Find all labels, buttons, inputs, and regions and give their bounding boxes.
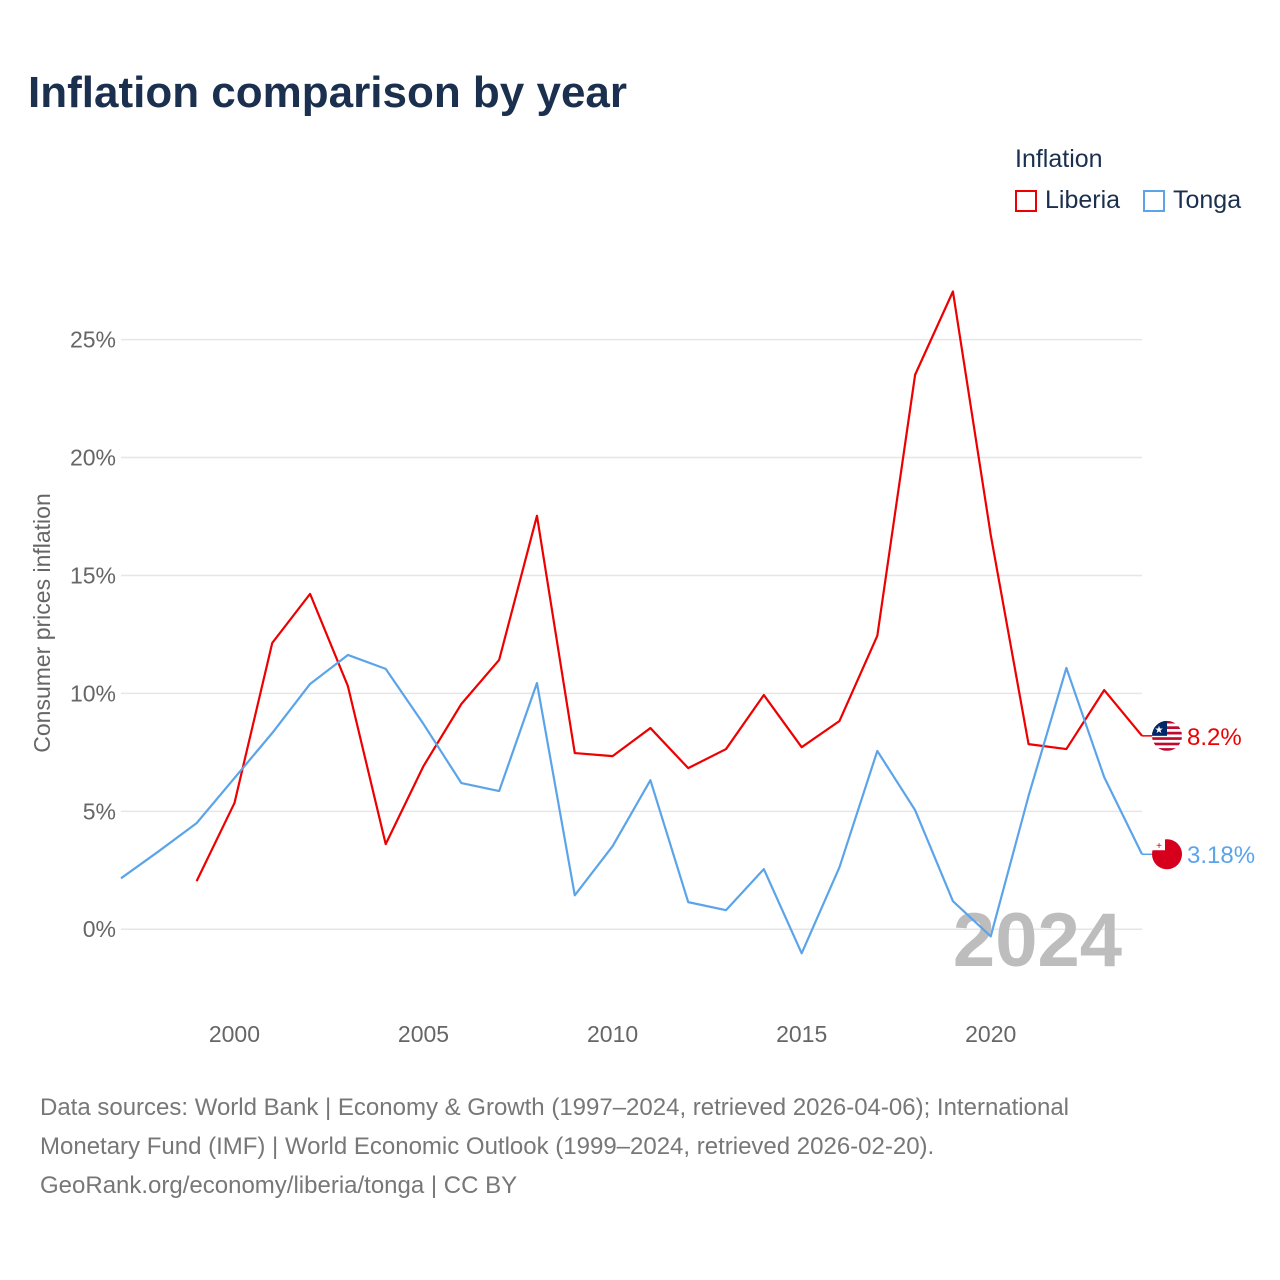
data-point bbox=[195, 879, 199, 883]
legend-label: Tonga bbox=[1173, 186, 1242, 214]
legend-item-tonga[interactable]: Tonga bbox=[1143, 186, 1241, 215]
legend-swatch-tonga bbox=[1143, 189, 1165, 212]
data-point bbox=[497, 789, 501, 793]
data-point bbox=[913, 373, 917, 377]
data-point bbox=[195, 821, 199, 825]
data-point bbox=[989, 533, 993, 537]
y-tick-label: 15% bbox=[70, 562, 116, 588]
x-tick-label: 2000 bbox=[209, 1021, 260, 1047]
data-point bbox=[951, 899, 955, 903]
x-tick-label: 2015 bbox=[776, 1021, 827, 1047]
data-point bbox=[422, 764, 426, 768]
data-point bbox=[119, 876, 123, 880]
series-line-tonga bbox=[120, 653, 1143, 955]
data-point bbox=[497, 658, 501, 662]
data-point bbox=[724, 908, 728, 912]
data-point bbox=[611, 754, 615, 758]
flag-star: ★ bbox=[1155, 725, 1164, 736]
flag-stripe bbox=[1152, 745, 1182, 749]
data-point bbox=[459, 781, 463, 785]
flag-stripe bbox=[1152, 737, 1182, 740]
data-point bbox=[724, 747, 728, 751]
data-point bbox=[1064, 747, 1068, 751]
y-tick-label: 10% bbox=[70, 680, 116, 706]
x-tick-label: 2005 bbox=[398, 1021, 449, 1047]
data-point bbox=[913, 808, 917, 812]
x-tick-label: 2010 bbox=[587, 1021, 638, 1047]
flag-canton bbox=[1152, 839, 1165, 851]
data-point bbox=[611, 844, 615, 848]
data-point bbox=[270, 731, 274, 735]
legend-swatch-liberia bbox=[1015, 189, 1037, 212]
data-point bbox=[686, 766, 690, 770]
data-point bbox=[1027, 742, 1031, 746]
data-point bbox=[762, 693, 766, 697]
data-point bbox=[459, 702, 463, 706]
data-point bbox=[535, 681, 539, 685]
data-point bbox=[346, 653, 350, 657]
year-watermark: 2024 bbox=[953, 898, 1122, 983]
data-point bbox=[1102, 688, 1106, 692]
data-point bbox=[762, 867, 766, 871]
data-point bbox=[573, 751, 577, 755]
sources-link[interactable]: GeoRank.org/economy/liberia/tonga | CC B… bbox=[40, 1172, 518, 1199]
flag-cross: + bbox=[1156, 841, 1162, 852]
y-tick-label: 0% bbox=[83, 916, 116, 942]
data-point bbox=[1102, 775, 1106, 779]
data-point bbox=[346, 684, 350, 688]
data-point bbox=[232, 776, 236, 780]
data-point bbox=[384, 842, 388, 846]
data-point bbox=[384, 667, 388, 671]
data-point bbox=[837, 719, 841, 723]
data-point bbox=[157, 849, 161, 853]
legend-label: Liberia bbox=[1045, 186, 1121, 214]
x-tick-label: 2020 bbox=[965, 1021, 1016, 1047]
data-point bbox=[422, 722, 426, 726]
end-value-label: 3.18% bbox=[1187, 842, 1255, 869]
data-point bbox=[573, 893, 577, 897]
data-point bbox=[875, 749, 879, 753]
flag-stripe bbox=[1152, 739, 1182, 743]
data-point bbox=[648, 778, 652, 782]
data-point bbox=[1064, 666, 1068, 670]
y-axis-label: Consumer prices inflation bbox=[29, 493, 55, 753]
y-tick-label: 25% bbox=[70, 327, 116, 353]
flag-stripe bbox=[1152, 742, 1182, 746]
legend-item-liberia[interactable]: Liberia bbox=[1015, 186, 1120, 215]
data-point bbox=[535, 514, 539, 518]
sources-line: Data sources: World Bank | Economy & Gro… bbox=[40, 1094, 1070, 1121]
data-point bbox=[837, 865, 841, 869]
y-tick-label: 5% bbox=[83, 798, 116, 824]
data-point bbox=[648, 726, 652, 730]
data-point bbox=[989, 934, 993, 938]
end-value-label: 8.2% bbox=[1187, 724, 1242, 751]
legend-title: Inflation bbox=[1015, 145, 1103, 173]
flag-stripe bbox=[1152, 748, 1182, 751]
data-point bbox=[800, 951, 804, 955]
data-point bbox=[308, 592, 312, 596]
data-point bbox=[875, 634, 879, 638]
sources-line: Monetary Fund (IMF) | World Economic Out… bbox=[40, 1133, 935, 1160]
data-point bbox=[1027, 794, 1031, 798]
data-sources: Data sources: World Bank | Economy & Gro… bbox=[40, 1088, 1240, 1205]
series-line-liberia bbox=[195, 290, 1143, 882]
data-point bbox=[800, 745, 804, 749]
data-point bbox=[270, 641, 274, 645]
y-tick-label: 20% bbox=[70, 445, 116, 471]
data-point bbox=[951, 290, 955, 294]
data-point bbox=[686, 900, 690, 904]
data-point bbox=[232, 801, 236, 805]
data-point bbox=[308, 682, 312, 686]
chart-title: Inflation comparison by year bbox=[28, 68, 628, 117]
